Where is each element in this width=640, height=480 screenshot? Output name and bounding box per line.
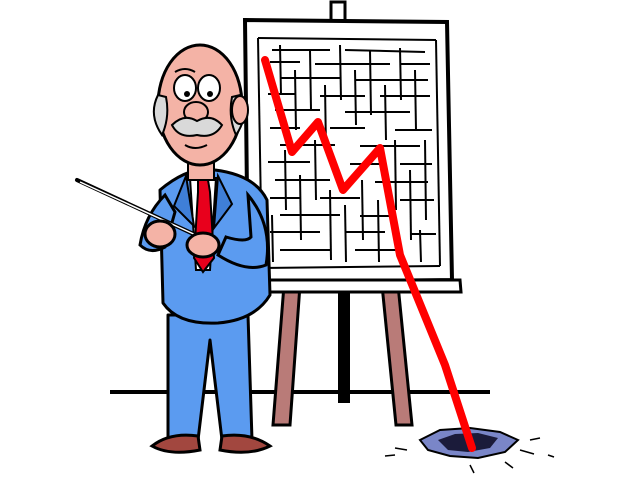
easel-right-leg <box>380 283 414 427</box>
right-eye <box>197 74 221 102</box>
left-shoe <box>149 433 202 454</box>
hair <box>152 93 169 138</box>
right-hand <box>185 231 221 259</box>
left-hand <box>143 219 177 249</box>
right-lapel <box>212 172 234 232</box>
head <box>152 43 249 167</box>
right-arm <box>216 190 270 269</box>
left-lapel <box>172 172 196 229</box>
easel-back-leg <box>338 285 350 403</box>
trousers <box>166 313 254 442</box>
right-shoe <box>218 433 273 454</box>
easel-left-leg <box>271 283 302 427</box>
moustache <box>170 116 224 137</box>
left-eye <box>173 74 197 102</box>
falling-trend-line <box>261 56 476 452</box>
flipchart-base <box>238 278 463 294</box>
grid-maze <box>257 37 441 269</box>
